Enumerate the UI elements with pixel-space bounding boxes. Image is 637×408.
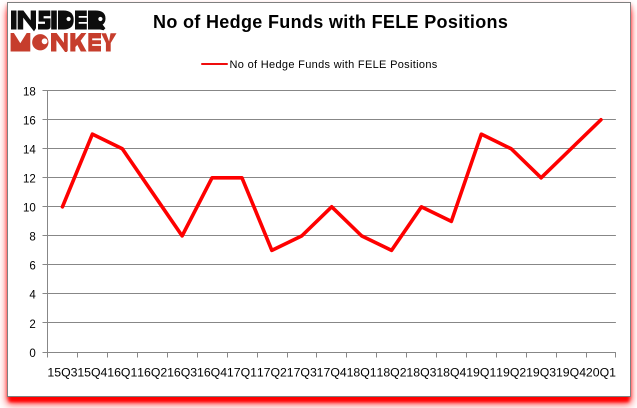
svg-text:18Q3: 18Q3 (406, 365, 436, 379)
svg-text:19Q2: 19Q2 (496, 365, 526, 379)
svg-text:18Q1: 18Q1 (347, 365, 377, 379)
svg-text:19Q3: 19Q3 (526, 365, 556, 379)
svg-text:10: 10 (23, 203, 36, 215)
svg-text:4: 4 (29, 290, 36, 302)
svg-text:17Q4: 17Q4 (317, 365, 347, 379)
svg-text:16Q4: 16Q4 (197, 365, 227, 379)
svg-text:18: 18 (23, 87, 36, 99)
svg-text:14: 14 (23, 145, 36, 157)
svg-text:8: 8 (29, 232, 35, 244)
svg-text:16Q2: 16Q2 (137, 365, 167, 379)
svg-text:20Q1: 20Q1 (586, 365, 616, 379)
svg-text:17Q3: 17Q3 (287, 365, 317, 379)
svg-text:19Q4: 19Q4 (556, 365, 586, 379)
svg-text:12: 12 (23, 174, 36, 186)
svg-text:0: 0 (29, 348, 35, 360)
svg-text:17Q2: 17Q2 (257, 365, 287, 379)
svg-text:17Q1: 17Q1 (227, 365, 257, 379)
svg-text:18Q2: 18Q2 (376, 365, 406, 379)
svg-text:2: 2 (29, 319, 35, 331)
svg-text:18Q4: 18Q4 (436, 365, 466, 379)
svg-text:15Q4: 15Q4 (77, 365, 107, 379)
svg-text:19Q1: 19Q1 (466, 365, 496, 379)
svg-text:16Q1: 16Q1 (107, 365, 137, 379)
svg-text:6: 6 (29, 261, 35, 273)
svg-text:16Q3: 16Q3 (167, 365, 197, 379)
svg-text:15Q3: 15Q3 (47, 365, 77, 379)
svg-text:16: 16 (23, 116, 36, 128)
